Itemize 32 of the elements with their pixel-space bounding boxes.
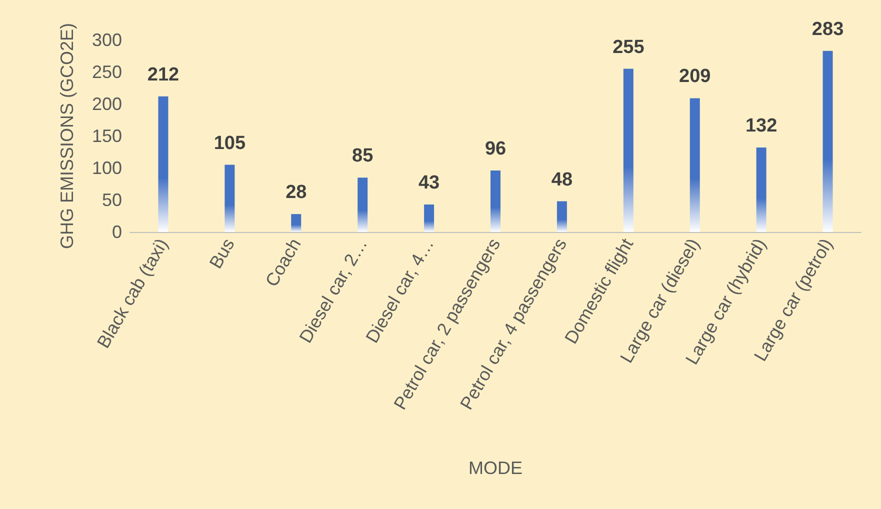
data-label: 28 [286,182,307,204]
data-label: 212 [147,64,180,86]
bar [158,96,168,232]
x-tick-label: Bus [206,235,238,272]
data-label: 209 [679,66,711,88]
bar [490,170,500,232]
y-tick-label: 200 [92,94,122,114]
bar [424,204,434,232]
y-tick-label: 100 [92,158,122,178]
y-tick-label: 0 [112,222,122,242]
bar [756,148,766,232]
bar [556,201,567,232]
data-label: 96 [484,138,506,160]
y-tick-label: 50 [102,190,122,210]
y-axis-title: GHG EMISSIONS (GCO2E) [57,22,77,250]
data-label: 255 [612,36,645,58]
bar [224,164,235,232]
bar [623,68,634,232]
data-label: 283 [812,18,844,40]
bar [358,178,368,232]
bar [822,50,833,232]
data-label: 105 [214,132,246,154]
data-label: 132 [745,116,778,137]
data-label: 43 [418,172,440,194]
data-label: 85 [352,146,374,167]
bar [291,214,302,232]
y-tick-label: 300 [92,30,122,50]
y-tick-label: 250 [92,62,122,82]
x-axis-title: MODE [468,458,522,478]
bar [690,98,700,232]
data-label: 48 [551,169,573,190]
y-tick-label: 150 [92,126,122,146]
